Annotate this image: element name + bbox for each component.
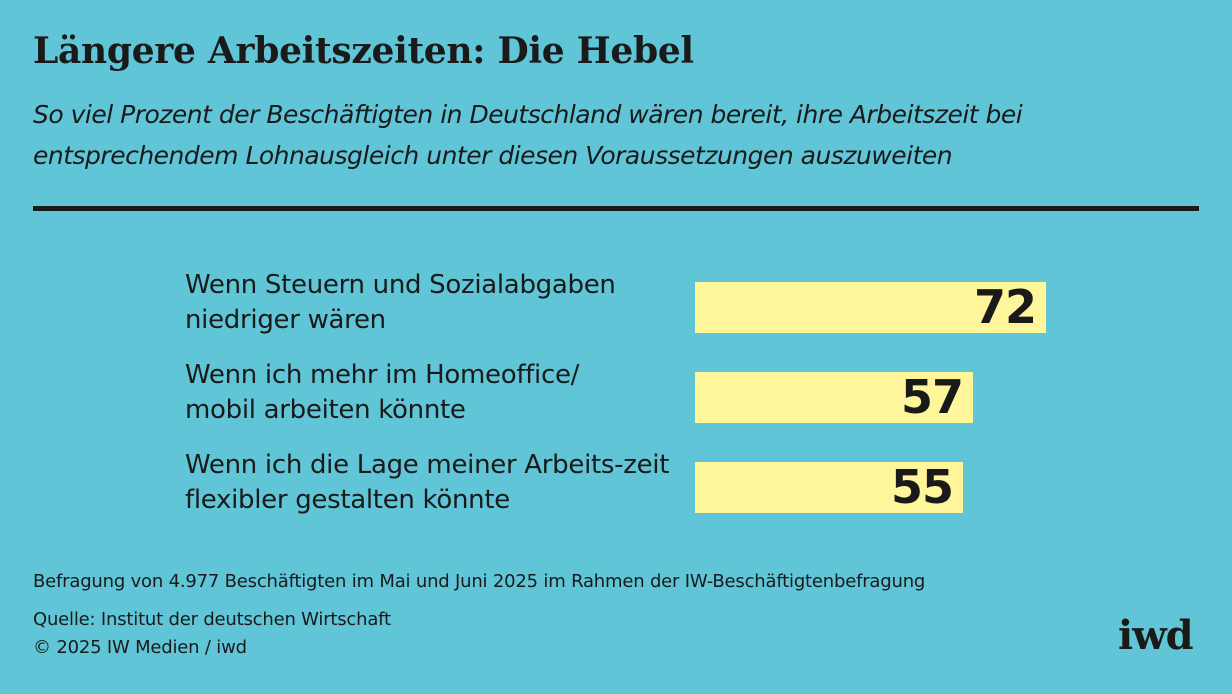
- chart-subtitle: So viel Prozent der Beschäftigten in Deu…: [33, 100, 1023, 170]
- bar: 72: [695, 282, 1046, 333]
- category-label: Wenn ich mehr im Homeoffice/mobil arbeit…: [185, 360, 580, 425]
- bar: 55: [695, 462, 963, 513]
- category-label: Wenn Steuern und Sozialabgaben niedriger …: [185, 270, 616, 335]
- bar-value-label: 55: [890, 460, 954, 514]
- bar-value-label: 57: [900, 370, 964, 424]
- header-divider: [33, 206, 1199, 211]
- copyright-note: © 2025 IW Medien / iwd: [33, 637, 247, 658]
- bar-value-label: 72: [973, 280, 1037, 334]
- category-label: Wenn ich die Lage meiner Arbeits-zeit fl…: [185, 450, 670, 515]
- source-note: Quelle: Institut der deutschen Wirtschaf…: [33, 609, 391, 630]
- survey-note: Befragung von 4.977 Beschäftigten im Mai…: [33, 571, 926, 592]
- bar: 57: [695, 372, 973, 423]
- chart-title: Längere Arbeitszeiten: Die Hebel: [33, 30, 694, 72]
- iwd-logo: iwd: [1118, 612, 1194, 659]
